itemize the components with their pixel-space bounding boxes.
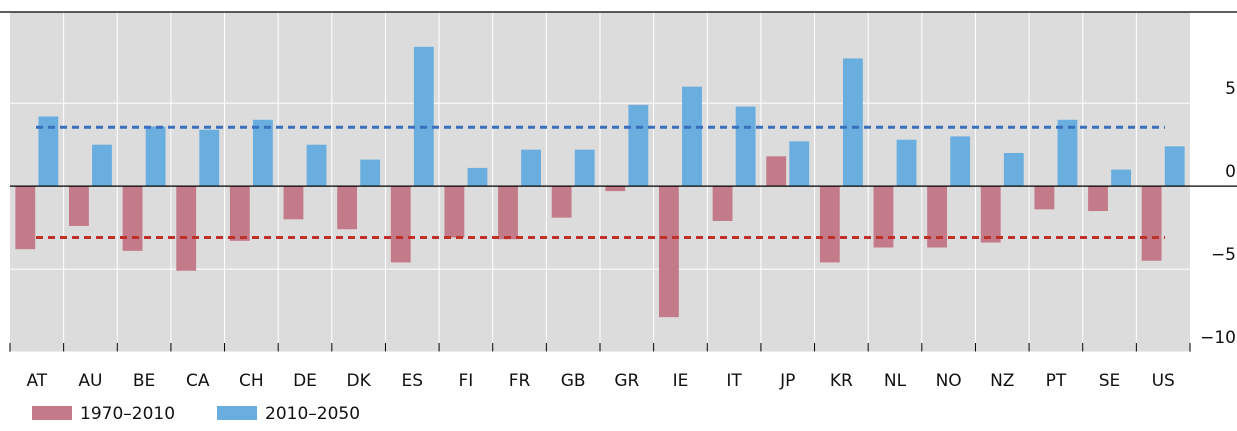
bar (659, 186, 679, 318)
x-tick-label: SE (1099, 371, 1121, 391)
bar (574, 149, 595, 187)
bar (413, 46, 434, 187)
bar (306, 144, 327, 187)
bar (122, 186, 143, 251)
bar (927, 186, 948, 248)
bar (1057, 119, 1078, 187)
x-tick-label: DE (293, 371, 317, 391)
x-tick-label: AT (26, 371, 47, 391)
legend-swatch (217, 406, 257, 420)
bar (444, 186, 465, 238)
bar (467, 167, 488, 187)
x-tick-label: IT (726, 371, 742, 391)
bar (980, 186, 1001, 243)
bar (360, 159, 381, 187)
x-tick-label: CH (239, 371, 264, 391)
bar (1111, 169, 1131, 187)
y-tick-label: −10 (1200, 328, 1236, 348)
x-tick-label: AU (78, 371, 102, 391)
bar (92, 144, 112, 187)
bar (896, 139, 917, 187)
bar (950, 136, 971, 187)
bar (145, 126, 166, 187)
x-tick-label: GB (561, 371, 586, 391)
bar (38, 116, 59, 187)
bar (199, 129, 220, 187)
x-tick-label: BE (133, 371, 155, 391)
bar (682, 86, 702, 187)
x-tick-label: KR (830, 371, 853, 391)
bar (1088, 186, 1108, 212)
x-tick-label: ES (401, 371, 423, 391)
bar (337, 186, 358, 230)
bar (712, 186, 733, 221)
x-tick-label: DK (347, 371, 372, 391)
bar (842, 58, 863, 187)
x-tick-label: FR (509, 371, 531, 391)
x-tick-label: IE (673, 371, 689, 391)
bar (229, 186, 250, 241)
bar (605, 186, 626, 192)
bar (521, 149, 541, 187)
x-tick-label: NZ (990, 371, 1014, 391)
x-tick-label: JP (779, 371, 795, 391)
x-tick-label: FI (459, 371, 474, 391)
bar (628, 104, 649, 187)
bar (766, 156, 787, 187)
x-tick-label: US (1152, 371, 1175, 391)
bar (1141, 186, 1162, 261)
bar (69, 186, 89, 226)
bar (819, 186, 840, 263)
bar (176, 186, 197, 271)
x-tick-label: CA (186, 371, 210, 391)
bar (1034, 186, 1055, 210)
bar (498, 186, 518, 240)
bar (873, 186, 894, 248)
bar (390, 186, 411, 263)
bar (735, 106, 756, 187)
bar (1164, 146, 1185, 187)
bar (252, 119, 273, 187)
y-tick-label: 5 (1225, 79, 1236, 99)
x-tick-label: NO (936, 371, 962, 391)
x-tick-label: PT (1046, 371, 1067, 391)
legend-swatch (32, 406, 72, 420)
bar (283, 186, 304, 220)
y-tick-label: −5 (1211, 245, 1236, 265)
bar (789, 141, 810, 187)
legend-label: 1970–2010 (80, 404, 175, 424)
bar (1003, 152, 1024, 187)
y-tick-label: 0 (1225, 162, 1236, 182)
x-tick-label: NL (884, 371, 907, 391)
legend-label: 2010–2050 (265, 404, 360, 424)
bar (551, 186, 572, 218)
x-tick-label: GR (614, 371, 639, 391)
bar (15, 186, 36, 250)
